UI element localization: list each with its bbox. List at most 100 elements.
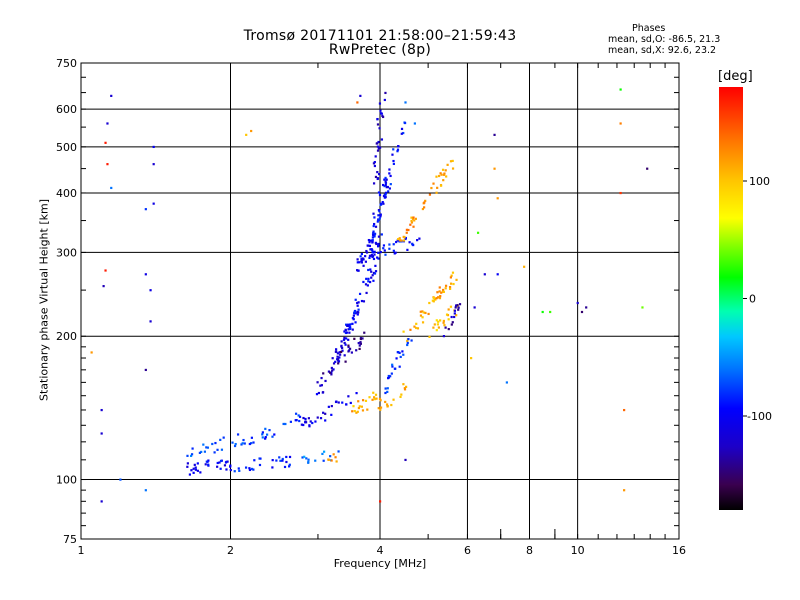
data-point <box>327 405 330 408</box>
data-point <box>237 467 240 470</box>
data-point <box>347 328 350 331</box>
data-point <box>428 301 431 305</box>
data-point <box>457 306 460 309</box>
data-point <box>149 320 152 323</box>
data-point <box>377 257 380 260</box>
data-point <box>403 236 406 239</box>
data-point <box>437 296 440 299</box>
data-point <box>379 500 382 503</box>
data-point <box>369 239 373 242</box>
data-point <box>399 239 402 242</box>
data-point <box>186 454 189 457</box>
data-point <box>404 101 407 104</box>
data-point <box>414 326 418 330</box>
data-point <box>332 368 335 371</box>
data-point <box>442 335 446 338</box>
data-point <box>441 290 444 293</box>
data-point <box>205 446 208 449</box>
data-point <box>383 185 386 188</box>
data-point <box>452 282 455 286</box>
data-point <box>354 298 357 301</box>
data-point <box>352 405 355 408</box>
data-point <box>316 416 319 419</box>
data-point <box>379 399 382 402</box>
data-point <box>344 331 348 335</box>
data-point <box>376 171 379 174</box>
data-point <box>413 325 416 328</box>
data-point <box>386 387 389 390</box>
data-point <box>438 297 442 300</box>
data-point <box>358 405 361 408</box>
data-point <box>283 465 287 469</box>
data-point <box>374 175 378 179</box>
data-point <box>334 456 337 459</box>
data-point <box>374 393 378 396</box>
data-point <box>377 243 380 247</box>
data-point <box>406 339 409 343</box>
data-point <box>307 458 310 461</box>
data-point <box>447 327 450 331</box>
data-point <box>435 191 438 194</box>
data-point <box>110 94 113 97</box>
data-point <box>301 456 304 459</box>
data-point <box>233 444 237 448</box>
data-point <box>248 467 251 470</box>
data-point <box>384 183 387 186</box>
data-point <box>446 163 449 166</box>
data-point <box>371 274 374 277</box>
data-point <box>447 308 450 311</box>
data-point <box>436 186 439 189</box>
data-point <box>357 400 360 403</box>
data-point <box>377 251 380 254</box>
x-tick-label: 1 <box>78 544 85 557</box>
data-point <box>360 259 363 263</box>
data-point <box>389 375 392 378</box>
data-point <box>367 268 370 272</box>
data-point <box>322 372 325 375</box>
data-point <box>416 239 419 242</box>
data-point <box>380 233 383 236</box>
data-point <box>384 91 387 95</box>
data-point <box>359 342 362 345</box>
data-point <box>379 406 383 409</box>
data-point <box>336 352 339 355</box>
data-point <box>320 384 323 387</box>
data-point <box>402 383 405 386</box>
y-axis-label: Stationary phase Virtual Height [km] <box>37 198 51 402</box>
data-point <box>392 162 395 166</box>
data-point <box>437 326 440 329</box>
data-point <box>354 312 357 315</box>
data-point <box>281 459 284 462</box>
data-point <box>413 122 416 125</box>
data-point <box>106 163 109 166</box>
x-tick-label: 4 <box>377 544 384 557</box>
data-point <box>385 178 388 181</box>
data-point <box>196 469 199 472</box>
data-point <box>203 450 207 453</box>
data-point <box>379 408 382 411</box>
data-point <box>337 450 340 453</box>
data-point <box>204 463 207 466</box>
data-point <box>316 381 319 384</box>
data-point <box>327 458 330 461</box>
data-point <box>443 172 446 175</box>
data-point <box>444 169 447 172</box>
data-point <box>236 433 240 436</box>
y-tick-label: 75 <box>63 533 77 546</box>
data-point <box>349 326 352 329</box>
data-point <box>404 458 407 462</box>
data-point <box>414 217 417 220</box>
data-point <box>356 269 359 272</box>
data-point <box>365 277 368 280</box>
data-point <box>384 176 387 180</box>
data-point <box>362 264 365 267</box>
data-point <box>382 247 385 250</box>
data-point <box>410 219 413 223</box>
data-point <box>264 437 267 440</box>
data-point <box>456 305 459 308</box>
data-point <box>367 238 370 242</box>
data-point <box>619 88 622 91</box>
data-point <box>383 193 386 196</box>
data-point <box>441 168 445 171</box>
data-point <box>282 422 285 426</box>
